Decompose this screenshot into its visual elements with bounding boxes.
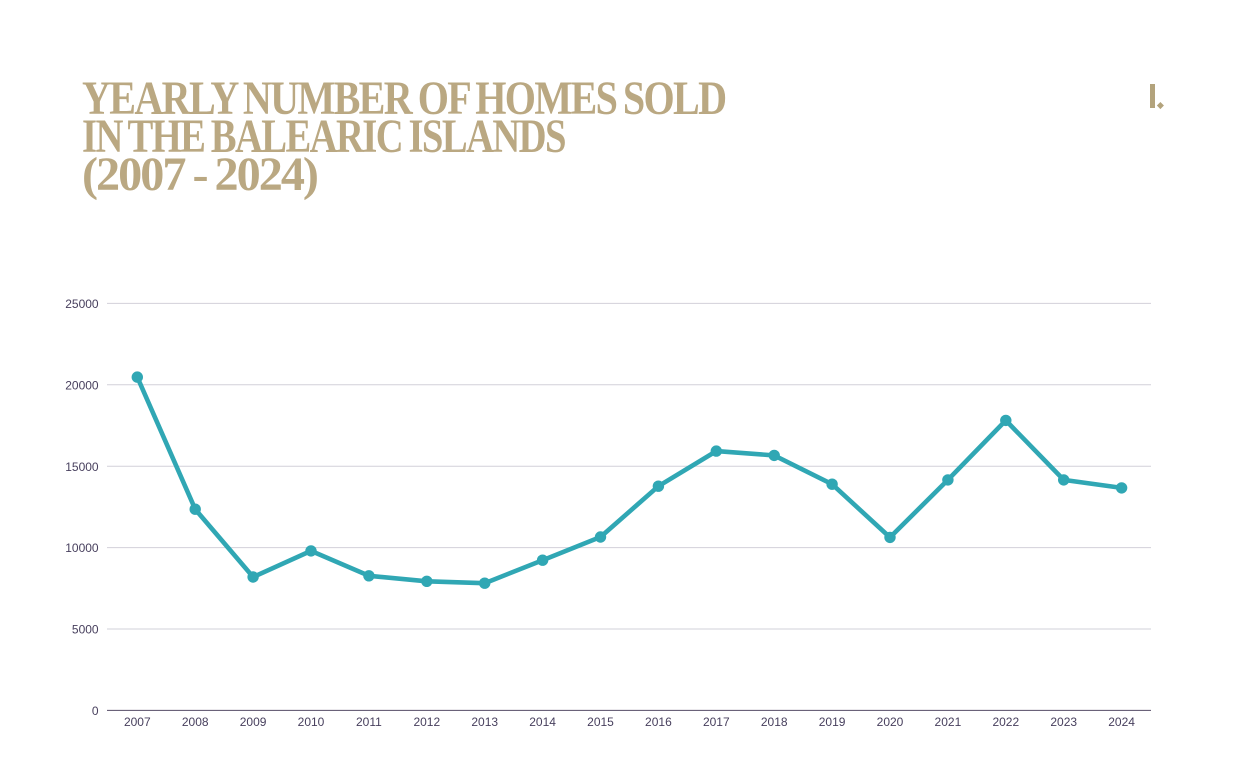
svg-text:2018: 2018 [761,715,788,729]
svg-text:2008: 2008 [182,715,209,729]
svg-text:2020: 2020 [877,715,904,729]
svg-text:5000: 5000 [72,623,99,637]
svg-text:25000: 25000 [65,297,99,311]
svg-text:2014: 2014 [529,715,556,729]
svg-text:2011: 2011 [356,715,382,729]
svg-text:2017: 2017 [703,715,730,729]
svg-text:0: 0 [92,704,99,718]
svg-text:2015: 2015 [587,715,614,729]
svg-text:2010: 2010 [298,715,325,729]
svg-text:2013: 2013 [471,715,498,729]
svg-text:2016: 2016 [645,715,672,729]
svg-text:2019: 2019 [819,715,846,729]
svg-text:2024: 2024 [1108,715,1135,729]
svg-text:2023: 2023 [1050,715,1077,729]
svg-text:2009: 2009 [240,715,267,729]
svg-text:2022: 2022 [992,715,1019,729]
svg-text:20000: 20000 [65,378,99,392]
svg-text:2012: 2012 [413,715,440,729]
svg-text:15000: 15000 [65,460,99,474]
svg-text:10000: 10000 [65,541,99,555]
svg-text:2007: 2007 [124,715,151,729]
svg-text:2021: 2021 [935,715,962,729]
